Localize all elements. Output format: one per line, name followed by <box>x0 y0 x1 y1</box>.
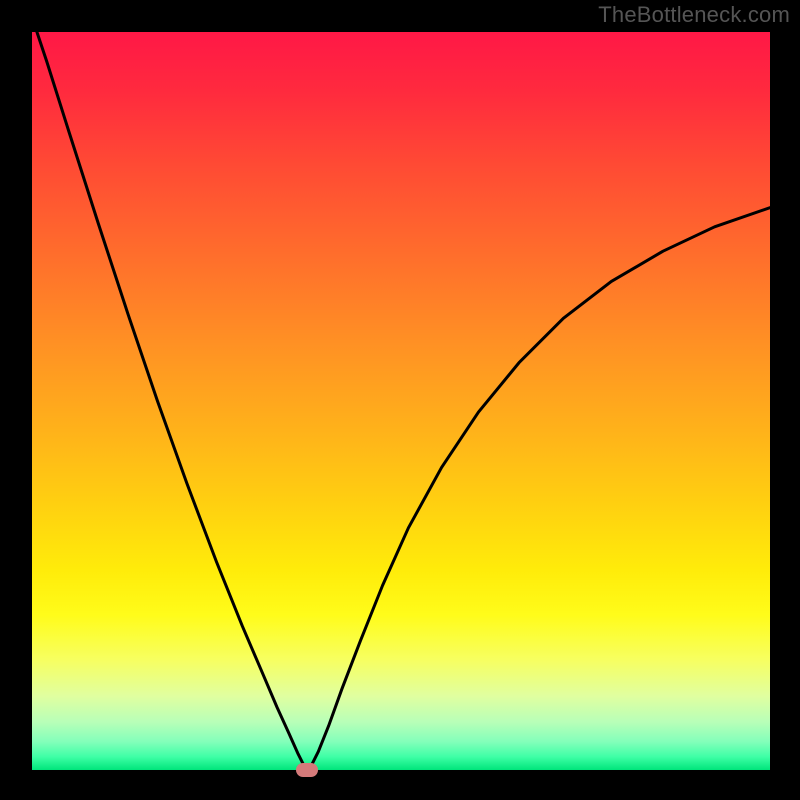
bottleneck-curve-svg <box>32 32 770 770</box>
watermark-text: TheBottleneck.com <box>598 2 790 28</box>
chart-container: TheBottleneck.com <box>0 0 800 800</box>
bottleneck-curve <box>32 32 770 770</box>
curve-minimum-marker <box>296 763 318 777</box>
plot-area <box>32 32 770 770</box>
